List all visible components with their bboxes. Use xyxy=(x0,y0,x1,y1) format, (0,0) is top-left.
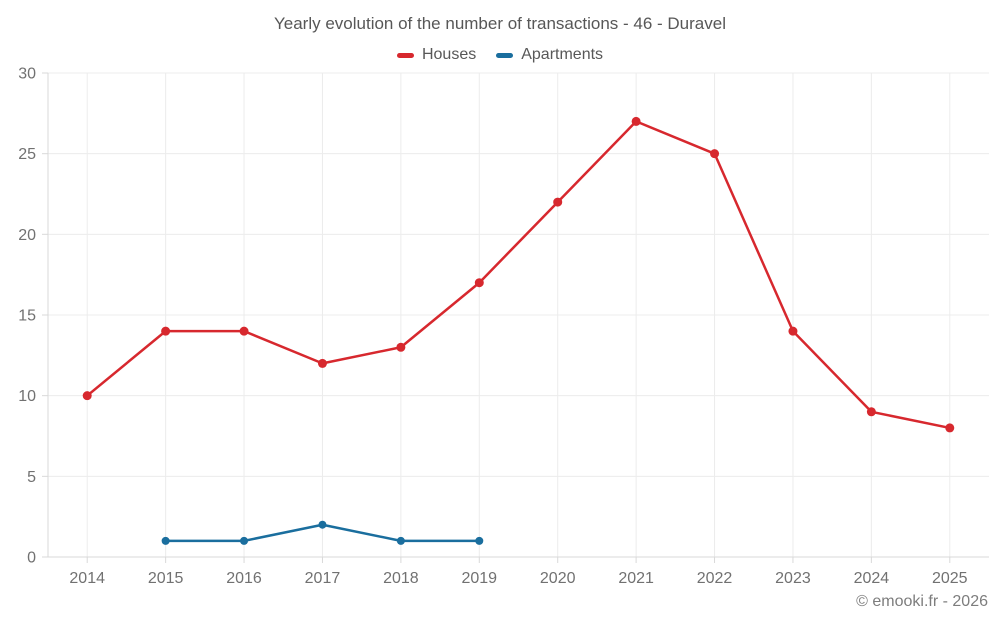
houses-data-point[interactable] xyxy=(710,149,720,159)
houses-data-point[interactable] xyxy=(161,326,171,336)
houses-data-point[interactable] xyxy=(396,342,406,352)
y-axis-tick-label: 25 xyxy=(18,146,36,163)
x-axis-tick-label: 2024 xyxy=(854,570,890,587)
chart-title: Yearly evolution of the number of transa… xyxy=(273,14,726,33)
x-axis-tick-label: 2019 xyxy=(461,570,497,587)
y-axis-tick-label: 15 xyxy=(18,308,36,325)
x-axis-tick-label: 2023 xyxy=(775,570,811,587)
x-axis-tick-label: 2020 xyxy=(540,570,576,587)
houses-series-line xyxy=(85,120,952,430)
apartments-data-point[interactable] xyxy=(396,536,405,545)
legend-item-apartments[interactable]: Apartments xyxy=(496,46,603,64)
chart-legend: Houses Apartments xyxy=(0,46,1000,64)
x-axis-tick-label: 2015 xyxy=(148,570,184,587)
y-axis-tick-label: 0 xyxy=(27,550,36,567)
x-axis-tick-label: 2021 xyxy=(618,570,654,587)
x-axis-tick-label: 2017 xyxy=(305,570,341,587)
legend-item-houses[interactable]: Houses xyxy=(396,46,477,64)
footer-credit: © emooki.fr - 2026 xyxy=(856,593,988,610)
x-axis-tick-label: 2016 xyxy=(226,570,262,587)
apartments-data-point[interactable] xyxy=(161,536,170,545)
x-axis-tick-label: 2014 xyxy=(69,570,105,587)
houses-data-point[interactable] xyxy=(631,116,641,126)
apartments-legend-swatch-icon xyxy=(496,52,514,58)
x-axis-tick-label: 2025 xyxy=(932,570,968,587)
houses-data-point[interactable] xyxy=(82,391,92,401)
legend-label-houses: Houses xyxy=(421,46,477,63)
apartments-data-point[interactable] xyxy=(475,536,484,545)
houses-data-point[interactable] xyxy=(866,407,876,417)
houses-data-point[interactable] xyxy=(239,326,249,336)
houses-data-point[interactable] xyxy=(553,197,563,207)
houses-data-point[interactable] xyxy=(788,326,798,336)
y-axis-tick-label: 10 xyxy=(18,388,36,405)
houses-data-point[interactable] xyxy=(945,423,955,433)
x-axis-tick-label: 2022 xyxy=(697,570,733,587)
houses-legend-swatch-icon xyxy=(396,52,414,58)
x-axis-tick-label: 2018 xyxy=(383,570,419,587)
houses-data-point[interactable] xyxy=(317,358,327,368)
legend-label-apartments: Apartments xyxy=(521,46,604,63)
houses-data-point[interactable] xyxy=(474,278,484,288)
y-axis-tick-label: 5 xyxy=(27,469,36,486)
y-axis-tick-label: 20 xyxy=(18,227,36,244)
apartments-data-point[interactable] xyxy=(318,520,327,529)
apartments-data-point[interactable] xyxy=(240,536,249,545)
y-axis-tick-label: 30 xyxy=(18,66,36,83)
